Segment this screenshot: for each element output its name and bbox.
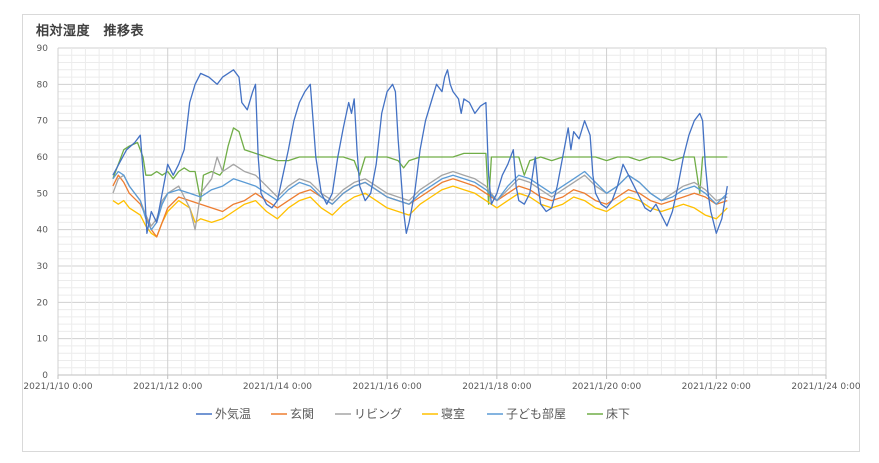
y-tick-label: 10: [37, 335, 49, 345]
legend-label: リビング: [354, 407, 402, 421]
legend-label: 子ども部屋: [506, 406, 566, 421]
series-line: [112, 69, 728, 234]
series-line: [112, 127, 728, 205]
x-tick-label: 2021/1/20 0:00: [572, 382, 641, 392]
chart-frame: [22, 14, 860, 452]
x-tick-label: 2021/1/14 0:00: [243, 382, 312, 392]
legend-label: 床下: [606, 407, 630, 421]
x-tick-label: 2021/1/18 0:00: [462, 382, 531, 392]
legend-label: 外気温: [215, 406, 251, 421]
chart-title: 相対湿度 推移表: [36, 24, 145, 39]
y-tick-label: 30: [37, 262, 49, 272]
x-tick-label: 2021/1/22 0:00: [682, 382, 751, 392]
y-tick-label: 70: [37, 117, 49, 127]
series-layer: [112, 69, 728, 238]
series-line: [112, 185, 728, 238]
legend: 外気温 玄関 リビング 寝室 子ども部屋 床下: [196, 406, 630, 421]
y-tick-label: 40: [37, 226, 49, 236]
x-tick-label: 2021/1/10 0:00: [23, 382, 92, 392]
y-tick-label: 20: [37, 298, 49, 308]
y-tick-label: 80: [37, 80, 49, 90]
series-line: [112, 174, 728, 238]
legend-label: 玄関: [290, 406, 314, 421]
y-tick-label: 60: [37, 153, 49, 163]
x-tick-label: 2021/1/24 0:00: [791, 382, 860, 392]
grid-layer: [57, 47, 827, 376]
y-tick-label: 50: [37, 189, 49, 199]
x-tick-label: 2021/1/12 0:00: [133, 382, 202, 392]
y-tick-label: 90: [37, 44, 49, 54]
x-tick-label: 2021/1/16 0:00: [353, 382, 422, 392]
axis-layer: 0 10 20 30 40 50 60 70 80 90 2021/1/10 0:00 2021/1/…: [23, 44, 860, 392]
legend-label: 寝室: [441, 406, 465, 421]
y-tick-label: 0: [42, 371, 48, 381]
